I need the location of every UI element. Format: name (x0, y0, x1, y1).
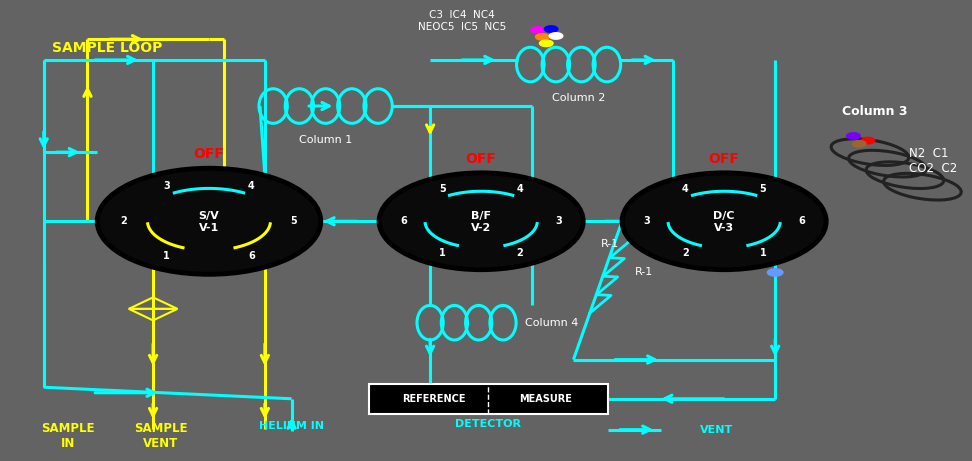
Text: 4: 4 (516, 184, 523, 195)
Text: 4: 4 (682, 184, 689, 195)
Text: VENT: VENT (700, 425, 733, 435)
Text: HELIUM IN: HELIUM IN (260, 421, 324, 431)
Text: V-1: V-1 (199, 223, 219, 233)
Text: N2  C1
CO2  C2: N2 C1 CO2 C2 (909, 148, 957, 175)
Text: D/C: D/C (713, 211, 735, 221)
Text: 2: 2 (121, 216, 127, 226)
Text: Column 1: Column 1 (299, 135, 352, 145)
Text: OFF: OFF (466, 152, 497, 166)
Text: 6: 6 (248, 251, 255, 261)
Text: 5: 5 (439, 184, 446, 195)
Text: SAMPLE LOOP: SAMPLE LOOP (52, 41, 162, 55)
Text: 6: 6 (798, 216, 805, 226)
Circle shape (861, 137, 875, 144)
Circle shape (847, 133, 860, 139)
Text: 2: 2 (682, 248, 689, 258)
Text: DETECTOR: DETECTOR (456, 420, 521, 429)
Text: Column 2: Column 2 (552, 93, 605, 103)
Circle shape (768, 269, 782, 276)
Text: S/V: S/V (198, 211, 220, 221)
Bar (369, 384, 608, 414)
Text: REFERENCE: REFERENCE (401, 394, 466, 404)
Circle shape (97, 168, 321, 274)
Text: OFF: OFF (709, 152, 740, 166)
Text: 3: 3 (643, 216, 650, 226)
Text: V-2: V-2 (471, 223, 491, 233)
Circle shape (539, 40, 553, 47)
Text: 5: 5 (759, 184, 766, 195)
Circle shape (544, 26, 558, 32)
Text: V-3: V-3 (714, 223, 734, 233)
Text: 1: 1 (163, 251, 170, 261)
Text: 1: 1 (439, 248, 446, 258)
Text: 4: 4 (248, 181, 255, 191)
Text: R-1: R-1 (601, 239, 619, 249)
Text: MEASURE: MEASURE (519, 394, 572, 404)
Text: B/F: B/F (471, 211, 491, 221)
Circle shape (379, 173, 583, 270)
Text: SAMPLE
VENT: SAMPLE VENT (133, 422, 188, 449)
Text: C3  IC4  NC4
NEOC5  IC5  NC5: C3 IC4 NC4 NEOC5 IC5 NC5 (418, 10, 505, 31)
Text: Column 3: Column 3 (842, 105, 908, 118)
Circle shape (531, 27, 544, 33)
Text: 5: 5 (291, 216, 297, 226)
Text: 3: 3 (555, 216, 562, 226)
Text: OFF: OFF (193, 148, 225, 161)
Text: 6: 6 (400, 216, 407, 226)
Circle shape (622, 173, 826, 270)
Circle shape (852, 141, 866, 147)
Circle shape (536, 34, 549, 40)
Text: 2: 2 (516, 248, 523, 258)
Text: Column 4: Column 4 (525, 318, 578, 328)
Text: R-1: R-1 (635, 267, 653, 277)
Text: SAMPLE
IN: SAMPLE IN (41, 422, 95, 449)
Text: 3: 3 (163, 181, 170, 191)
Circle shape (549, 33, 563, 39)
Text: 1: 1 (759, 248, 766, 258)
